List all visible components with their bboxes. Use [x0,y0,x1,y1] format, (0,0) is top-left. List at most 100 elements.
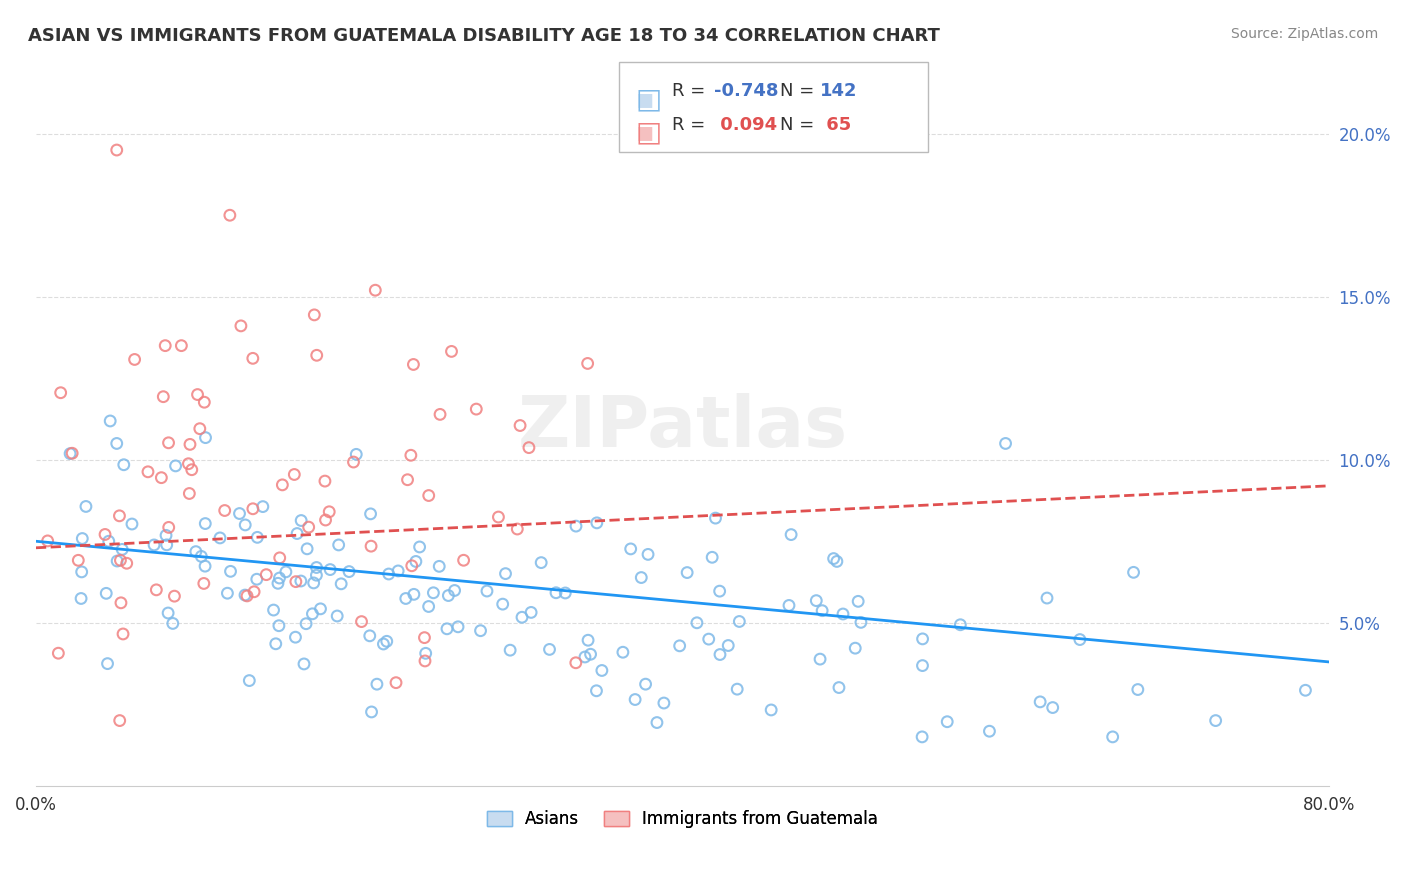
Point [440,344,463,359]
Point [162,616,184,631]
Point [576,356,599,370]
Point [246,572,269,586]
Point [453,553,475,567]
Point [911,730,934,744]
Text: 142: 142 [820,82,858,100]
Point [704,511,727,525]
Point [67,553,90,567]
Point [811,604,834,618]
Text: 0.094: 0.094 [714,116,778,134]
Point [155,528,177,542]
Point [263,603,285,617]
Point [697,632,720,647]
Point [238,673,260,688]
Point [475,584,498,599]
Point [565,656,588,670]
Point [399,448,422,462]
Point [396,473,419,487]
Point [520,606,543,620]
Point [170,338,193,352]
Point [465,402,488,417]
Point [544,586,567,600]
Point [360,539,382,553]
Text: 65: 65 [820,116,851,134]
Point [517,441,540,455]
Point [156,538,179,552]
Point [236,589,259,603]
Point [194,431,217,445]
Text: ▪: ▪ [636,85,654,112]
Point [778,599,800,613]
Point [499,643,522,657]
Point [328,538,350,552]
Point [422,586,444,600]
Point [304,308,326,322]
Point [111,542,134,557]
Point [193,395,215,409]
Point [574,650,596,665]
Point [112,458,135,472]
Text: ZIPatlas: ZIPatlas [517,392,848,462]
Point [936,714,959,729]
Point [194,516,217,531]
Point [252,500,274,514]
Point [188,422,211,436]
Point [645,715,668,730]
Point [828,681,851,695]
Point [1101,730,1123,744]
Point [301,607,323,621]
Point [194,559,217,574]
Text: Source: ZipAtlas.com: Source: ZipAtlas.com [1230,27,1378,41]
Point [849,615,872,630]
Point [488,510,510,524]
Point [217,586,239,600]
Point [242,501,264,516]
Point [806,593,828,607]
Point [620,541,643,556]
Point [780,527,803,541]
Point [418,489,440,503]
Point [846,594,869,608]
Point [554,586,576,600]
Point [1122,566,1144,580]
Point [565,519,588,533]
Text: R =: R = [672,116,711,134]
Point [295,616,318,631]
Point [364,283,387,297]
Point [110,553,132,567]
Point [702,550,724,565]
Point [709,648,731,662]
Point [115,556,138,570]
Point [219,565,242,579]
Point [630,570,652,584]
Point [305,568,328,582]
Point [495,566,517,581]
Text: N =: N = [780,82,820,100]
Point [579,647,602,661]
Point [375,634,398,648]
Point [447,620,470,634]
Point [725,682,748,697]
Point [585,516,607,530]
Point [284,574,307,589]
Point [510,610,533,624]
Point [243,584,266,599]
Point [576,633,599,648]
Point [179,486,201,500]
Point [436,622,458,636]
Point [48,646,70,660]
Point [401,558,423,573]
Text: ▪: ▪ [636,118,654,145]
Point [150,471,173,485]
Point [110,596,132,610]
Point [330,577,353,591]
Point [418,599,440,614]
Point [214,503,236,517]
Point [105,143,128,157]
Point [1205,714,1227,728]
Point [823,551,845,566]
Point [180,463,202,477]
Point [70,565,93,579]
Point [295,541,318,556]
Point [177,457,200,471]
